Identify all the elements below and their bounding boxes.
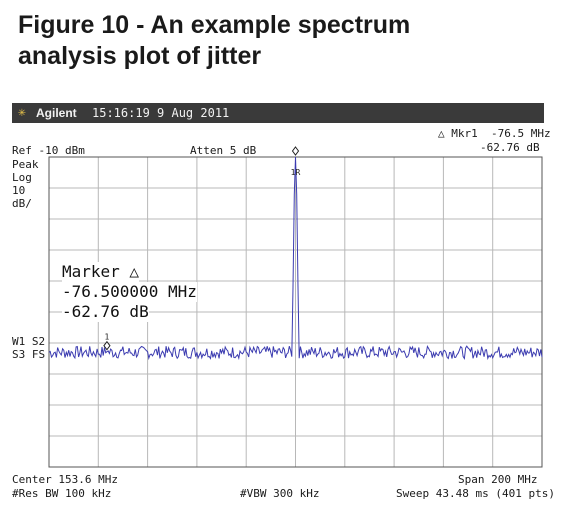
marker-box-amplitude: -62.76 dB [62, 302, 149, 322]
figure-title: Figure 10 - An example spectrum analysis… [18, 10, 558, 72]
marker-group: 1R 1 [103, 146, 301, 351]
center-frequency: Center 153.6 MHz [12, 473, 118, 486]
marker-label: 1 [105, 333, 110, 342]
span: Span 200 MHz [458, 473, 538, 486]
marker-box-frequency: -76.500000 MHz [62, 282, 197, 302]
brand-label: Agilent [36, 106, 77, 120]
marker-label: 1R [291, 168, 301, 177]
resolution-bandwidth: #Res BW 100 kHz [12, 487, 112, 500]
spectrum-trace [48, 156, 543, 361]
agilent-spark-icon: ✳ [18, 105, 26, 120]
detector-mode: Peak [12, 158, 39, 171]
figure-title-line-1: Figure 10 - An example spectrum [18, 11, 411, 39]
marker-diamond-icon [103, 340, 111, 351]
trace-setting-2: S3 FS [12, 348, 46, 361]
video-bandwidth: #VBW 300 kHz [240, 487, 320, 500]
scale-type: Log [12, 171, 32, 184]
scale-value: 10 [12, 184, 26, 197]
marker-diamond-icon [291, 146, 300, 156]
marker-readout-amplitude: -62.76 dB [480, 141, 540, 154]
scale-unit: dB/ [12, 197, 32, 210]
attenuation: Atten 5 dB [190, 144, 257, 157]
figure-title-line-2: analysis plot of jitter [18, 42, 262, 70]
marker-box-title: Marker △ [62, 262, 140, 282]
marker-readout-frequency: △ Mkr1 -76.5 MHz [438, 127, 551, 140]
sweep-time: Sweep 43.48 ms (401 pts) [396, 487, 555, 500]
plot-grid [48, 156, 543, 468]
trace-setting-1: W1 S2 [12, 335, 46, 348]
analyzer-header-bar: ✳ Agilent 15:16:19 9 Aug 2011 [12, 103, 544, 123]
ref-level: Ref -10 dBm [12, 144, 85, 157]
timestamp: 15:16:19 9 Aug 2011 [92, 106, 230, 120]
